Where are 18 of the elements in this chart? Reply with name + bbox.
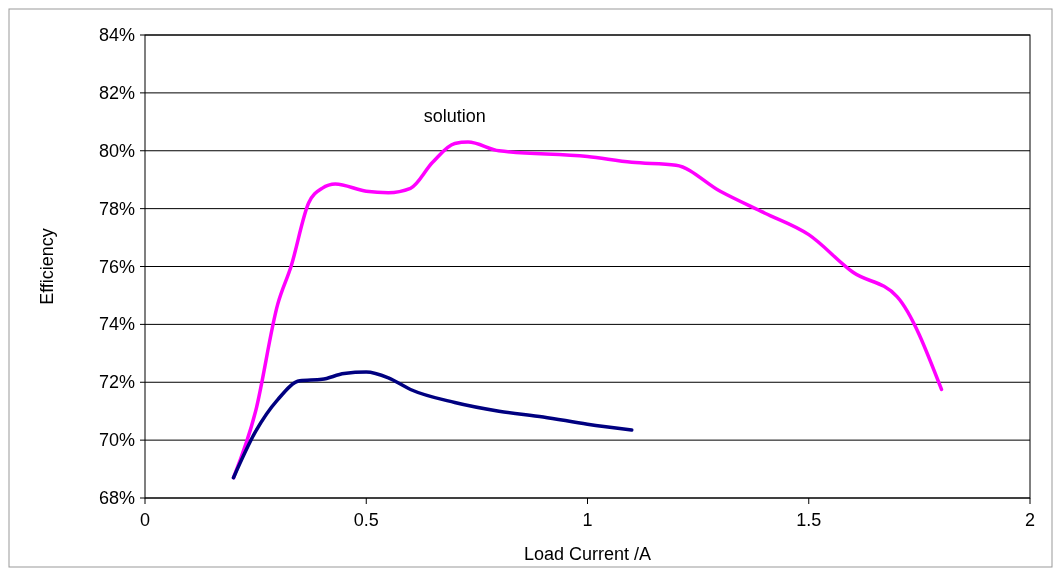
x-tick-label: 1.5 <box>796 510 822 530</box>
y-tick-label: 70% <box>98 430 135 451</box>
y-tick-label: 84% <box>98 25 135 45</box>
y-tick-label: 68% <box>98 488 135 508</box>
line-series <box>231 370 634 480</box>
y-tick-label: 76% <box>98 256 135 277</box>
series-label: solution <box>423 106 486 127</box>
y-tick-label: 80% <box>98 140 135 161</box>
x-tick-label: 0.5 <box>353 510 379 530</box>
y-axis-title: Efficiency <box>37 228 57 305</box>
x-tick-label: 0 <box>139 510 151 530</box>
y-tick-label: 74% <box>98 314 135 335</box>
x-axis-title: Load Current /A <box>523 544 652 564</box>
x-tick-label: 1 <box>582 510 593 530</box>
y-tick-label: 72% <box>98 372 135 393</box>
y-tick-label: 78% <box>98 198 135 219</box>
x-tick-label: 2 <box>1024 510 1036 530</box>
y-tick-label: 82% <box>98 82 135 103</box>
